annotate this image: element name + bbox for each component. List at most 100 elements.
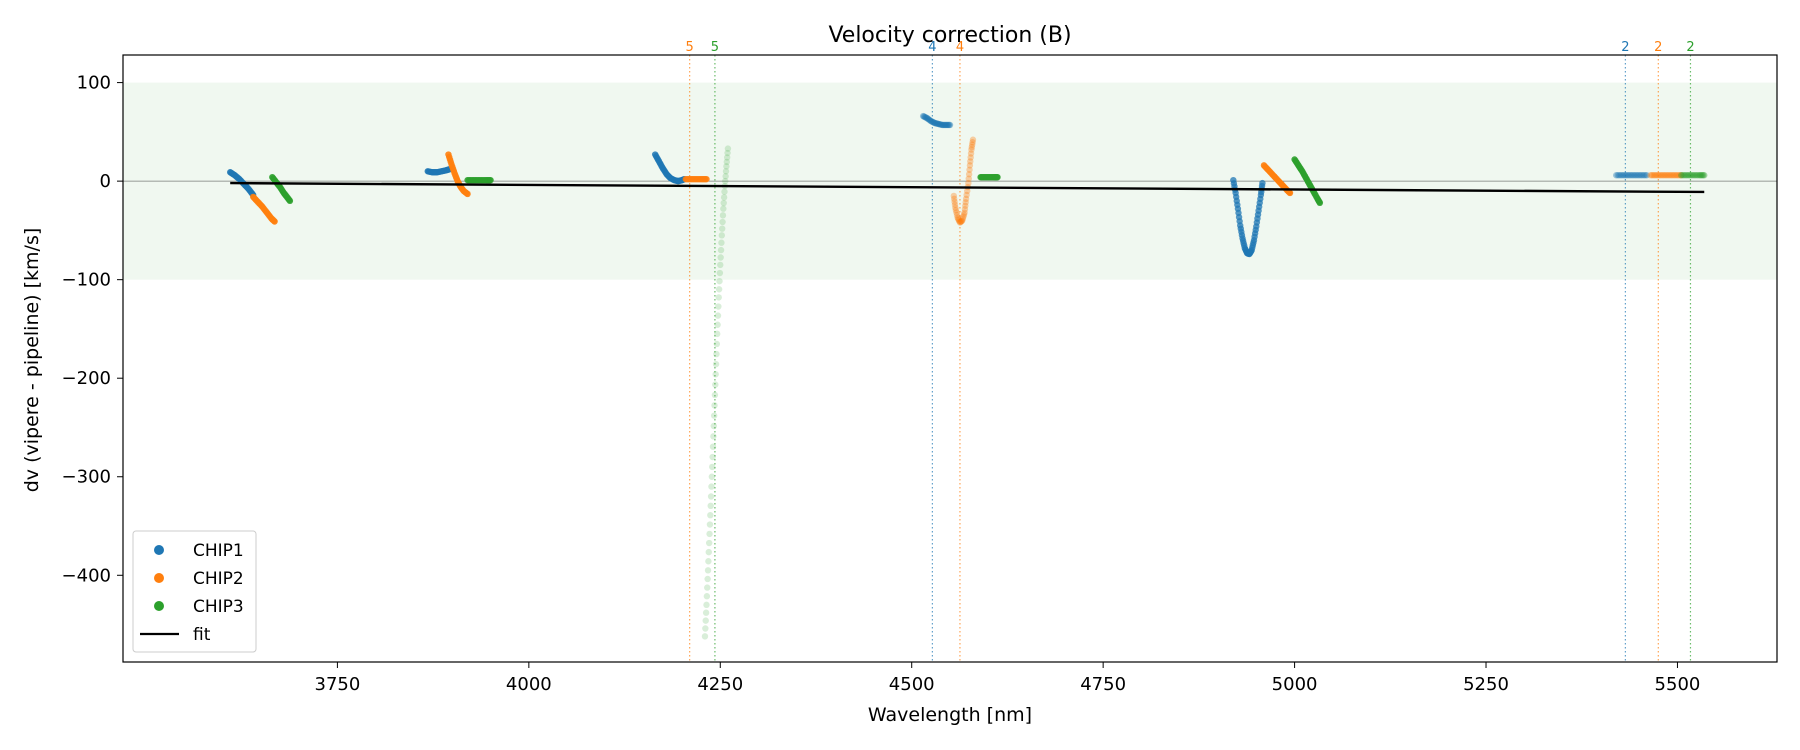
chip3-point [1688, 172, 1696, 179]
chip3-point [718, 239, 725, 246]
chip3-point [715, 294, 722, 301]
chip1-point [930, 119, 937, 126]
chip2-point [1648, 172, 1656, 179]
legend-label-chip2: CHIP2 [193, 569, 244, 589]
x-tick-label: 5250 [1463, 674, 1509, 695]
chip2-point [952, 204, 959, 211]
chip3-point [712, 371, 719, 378]
chip1-point [926, 117, 934, 124]
data-points-layer [227, 112, 1708, 640]
order-marker-label: 5 [686, 40, 694, 55]
chip1-point [1614, 172, 1621, 179]
chip2-point [1675, 172, 1682, 179]
chip2-point [951, 195, 958, 203]
chip3-point [720, 194, 728, 201]
chip2-point [958, 217, 965, 225]
chip1-point [944, 121, 952, 129]
chip1-point [1628, 172, 1635, 179]
chip3-point [714, 321, 721, 328]
chip3-point [706, 530, 713, 538]
chip2-point [954, 214, 961, 221]
order-marker-label: 4 [928, 40, 936, 55]
x-tick-label: 4500 [889, 674, 935, 695]
chip2-point [962, 202, 969, 209]
chip2-point [951, 201, 959, 208]
chip3-point [1693, 172, 1700, 179]
chip3-point [723, 163, 730, 170]
chip2-point [1650, 172, 1657, 179]
chip2-point [965, 179, 972, 187]
chip1-point [919, 112, 927, 120]
order-marker-label: 2 [1621, 40, 1629, 55]
axis-ticks-layer: 3750 4000 4250 4500 4750 5000 5250 5500 100 0 −100… [62, 73, 1701, 695]
y-tick-label: 0 [100, 171, 111, 192]
chip3-point [707, 493, 715, 500]
chip2-point [959, 215, 967, 222]
chip2-point [464, 190, 471, 198]
chip1-point [1626, 172, 1634, 179]
chip1-point [942, 121, 950, 129]
legend-label-chip3: CHIP3 [193, 597, 244, 617]
order-marker-label: 2 [1686, 40, 1694, 55]
x-tick-label: 4250 [697, 674, 743, 695]
chip3-point [1316, 199, 1324, 207]
chip1-point [935, 120, 942, 128]
chip2-point [960, 213, 967, 220]
chip1-point [925, 116, 933, 123]
chip3-point [721, 188, 728, 195]
chip3-point [711, 402, 718, 409]
chip2-point [1653, 172, 1660, 179]
chip2-point [966, 162, 974, 169]
chip3-point [712, 381, 719, 388]
chip3-point [722, 168, 730, 175]
chip1-point [942, 121, 949, 129]
chip3-point [1679, 172, 1687, 179]
chip3-point [1687, 172, 1694, 179]
plot-frame [122, 54, 1778, 663]
chip1-point [920, 113, 928, 120]
chip1-point [931, 119, 938, 127]
chip3-point [1681, 172, 1688, 179]
chip3-point [714, 330, 721, 338]
chip2-point [1656, 172, 1664, 179]
y-tick-label: 100 [77, 73, 111, 94]
chip2-point [1678, 172, 1685, 179]
chip1-point [939, 121, 946, 129]
chip2-point [959, 217, 966, 224]
chip2-point [1668, 172, 1676, 179]
chip3-point [716, 269, 724, 277]
x-tick-label: 4750 [1080, 674, 1126, 695]
chip3-point [1690, 172, 1697, 179]
chip2-point [271, 218, 278, 225]
chip1-point [946, 121, 954, 129]
chip3-point [710, 412, 718, 419]
chip3-point [702, 625, 709, 632]
chip3-point [1701, 172, 1708, 179]
chip2-point [1659, 172, 1667, 179]
chip3-point [720, 205, 727, 212]
chip3-point [705, 548, 712, 556]
legend-label-chip1: CHIP1 [193, 541, 244, 561]
chip1-point [1259, 179, 1266, 187]
chip3-point [713, 350, 720, 358]
chip1-point [1620, 172, 1628, 179]
chip1-point [1631, 172, 1638, 179]
legend-box [132, 530, 257, 653]
chip2-point [951, 198, 958, 206]
chip3-point [701, 633, 709, 640]
x-tick-label: 5500 [1655, 674, 1701, 695]
chip3-point [709, 463, 716, 471]
chip2-point [960, 211, 968, 218]
chip3-point [702, 609, 710, 616]
chip3-point [707, 502, 714, 510]
chip3-point [709, 443, 717, 450]
chip1-point [945, 121, 953, 129]
chip2-point [968, 143, 976, 151]
chip3-point [719, 218, 726, 226]
chip3-point [708, 483, 715, 490]
chip3-point [714, 312, 722, 319]
chip1-point [936, 121, 943, 128]
chip2-point [964, 187, 971, 195]
chip1-point [943, 121, 951, 129]
